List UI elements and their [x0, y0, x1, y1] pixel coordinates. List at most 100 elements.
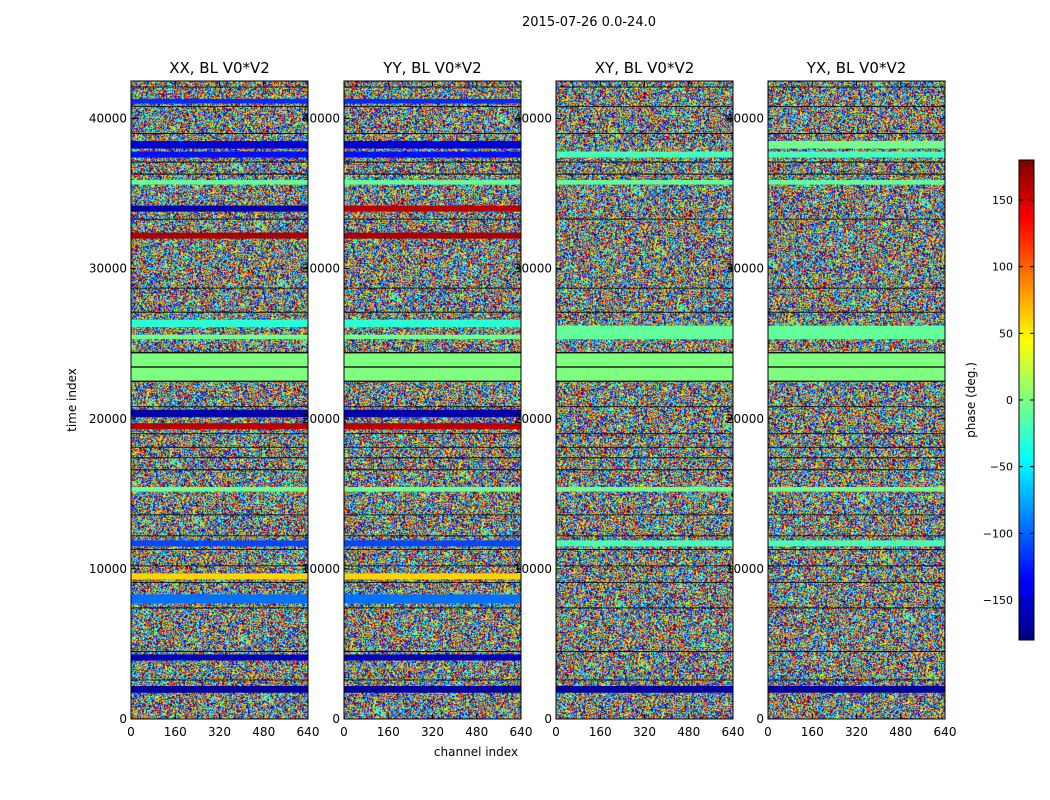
heatmap-noise-texture: [131, 81, 308, 719]
x-tick-label: 320: [633, 725, 656, 739]
phase-band: [556, 325, 733, 340]
y-tick-label: 20000: [726, 412, 764, 426]
x-tick-label: 480: [889, 725, 912, 739]
phase-band: [131, 232, 308, 239]
x-tick-label: 480: [465, 725, 488, 739]
x-tick-label: 320: [421, 725, 444, 739]
y-tick-label: 20000: [89, 412, 127, 426]
y-tick-label: 10000: [302, 562, 340, 576]
y-tick-label: 10000: [89, 562, 127, 576]
colorbar-tick-label: −50: [990, 461, 1013, 474]
x-tick-label: 160: [589, 725, 612, 739]
panel-title: YX, BL V0*V2: [806, 59, 907, 77]
phase-band: [131, 654, 308, 661]
y-tick-label: 40000: [726, 112, 764, 126]
x-axis-label: channel index: [434, 745, 518, 759]
phase-band: [556, 540, 733, 547]
y-tick-label: 0: [544, 712, 552, 726]
x-tick-label: 640: [510, 725, 533, 739]
phase-band: [131, 99, 308, 104]
x-tick-label: 160: [377, 725, 400, 739]
y-tick-label: 20000: [302, 412, 340, 426]
colorbar-tick-label: 50: [999, 327, 1013, 340]
x-tick-label: 160: [164, 725, 187, 739]
colorbar-label: phase (deg.): [964, 362, 978, 438]
y-tick-label: 10000: [514, 562, 552, 576]
y-tick-label: 20000: [514, 412, 552, 426]
x-tick-label: 480: [677, 725, 700, 739]
colorbar-tick-label: −100: [983, 527, 1013, 540]
phase-band: [344, 409, 521, 418]
x-tick-label: 320: [208, 725, 231, 739]
phase-band: [344, 487, 521, 492]
phase-band: [344, 141, 521, 149]
y-tick-label: 0: [756, 712, 764, 726]
heatmap-noise-texture: [344, 81, 521, 719]
y-tick-label: 40000: [302, 112, 340, 126]
phase-band: [131, 487, 308, 492]
phase-band: [344, 685, 521, 693]
phase-band: [556, 180, 733, 185]
phase-band: [131, 205, 308, 212]
heatmap-panel-1: XX, BL V0*V2 0 160 320 480 640 0 10000 20000 3000…: [89, 59, 320, 739]
phase-band: [131, 334, 308, 340]
y-tick-label: 40000: [514, 112, 552, 126]
phase-band: [556, 685, 733, 693]
x-tick-label: 640: [297, 725, 320, 739]
colorbar-tick-label: −150: [983, 594, 1013, 607]
phase-band: [768, 487, 945, 492]
phase-band: [344, 205, 521, 212]
phase-band: [344, 232, 521, 239]
heatmap-noise-texture: [556, 81, 733, 719]
phase-band: [131, 594, 308, 604]
heatmap-panel-4: YX, BL V0*V2 0 160 320 480 640 0 10000 20000 3000…: [726, 59, 957, 739]
heatmap-panel-2: YY, BL V0*V2 0 160 320 480 640 0 10000 20000 3000…: [302, 59, 533, 739]
x-tick-label: 640: [934, 725, 957, 739]
panel-title: XY, BL V0*V2: [595, 59, 695, 77]
phase-band: [131, 141, 308, 149]
phase-band: [556, 151, 733, 158]
y-tick-label: 0: [119, 712, 127, 726]
panel-title: YY, BL V0*V2: [382, 59, 481, 77]
phase-band: [768, 180, 945, 185]
x-tick-label: 0: [127, 725, 135, 739]
y-tick-label: 30000: [726, 262, 764, 276]
phase-band: [768, 685, 945, 693]
phase-band: [768, 540, 945, 547]
x-tick-label: 160: [801, 725, 824, 739]
x-tick-label: 0: [764, 725, 772, 739]
y-tick-label: 30000: [89, 262, 127, 276]
heatmap-panels: XX, BL V0*V2 0 160 320 480 640 0 10000 20000 3000…: [89, 59, 957, 739]
phase-band: [131, 151, 308, 158]
phase-band: [344, 99, 521, 104]
x-tick-label: 480: [252, 725, 275, 739]
figure-suptitle: 2015-07-26 0.0-24.0: [522, 15, 656, 30]
colorbar: phase (deg.) −150 −100 −50 0 50 100 150: [964, 159, 1035, 641]
y-tick-label: 30000: [302, 262, 340, 276]
phase-band: [344, 573, 521, 580]
phase-band: [344, 594, 521, 604]
phase-band: [344, 334, 521, 340]
x-tick-label: 320: [845, 725, 868, 739]
y-tick-label: 10000: [726, 562, 764, 576]
x-tick-label: 640: [722, 725, 745, 739]
y-axis-label: time index: [65, 368, 79, 432]
phase-band: [131, 180, 308, 185]
panel-title: XX, BL V0*V2: [169, 59, 270, 77]
heatmap-panel-3: XY, BL V0*V2 0 160 320 480 640 0 10000 20000 3000…: [514, 59, 745, 739]
phase-band: [344, 654, 521, 661]
x-tick-label: 0: [552, 725, 560, 739]
phase-band: [556, 487, 733, 492]
phase-band: [131, 319, 308, 328]
y-tick-label: 30000: [514, 262, 552, 276]
phase-band: [344, 540, 521, 547]
phase-band: [344, 319, 521, 328]
phase-band: [131, 409, 308, 418]
colorbar-tick-label: 0: [1006, 394, 1013, 407]
phase-band: [344, 180, 521, 185]
phase-band: [344, 423, 521, 430]
colorbar-tick-label: 150: [992, 194, 1013, 207]
phase-band: [768, 325, 945, 340]
y-tick-label: 0: [332, 712, 340, 726]
